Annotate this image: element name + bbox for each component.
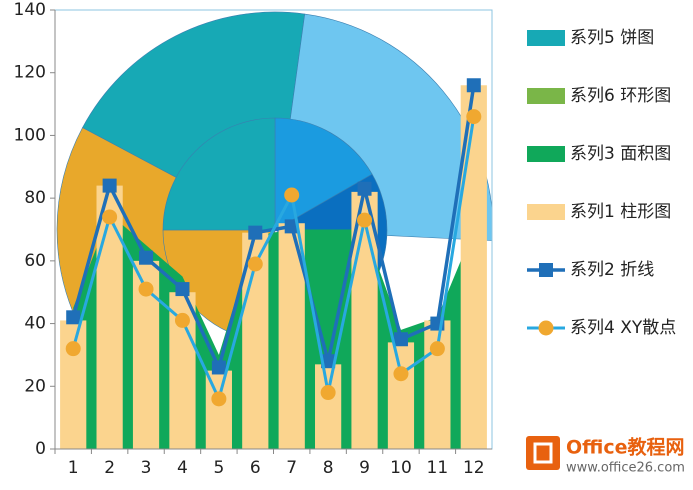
scatter-point: [357, 212, 373, 228]
y-tick-label: 120: [14, 63, 46, 83]
legend-label: 系列2 折线: [570, 260, 654, 280]
scatter-point: [174, 312, 190, 328]
legend-label: 系列4 XY散点: [570, 318, 676, 338]
legend-label: 系列5 饼图: [570, 28, 654, 48]
x-tick-label: 11: [427, 458, 449, 478]
scatter-point: [466, 109, 482, 125]
scatter-point: [138, 281, 154, 297]
scatter-point: [284, 187, 300, 203]
y-tick-label: 100: [14, 125, 46, 145]
line-marker: [357, 181, 372, 196]
y-tick-label: 40: [24, 314, 46, 334]
bar: [387, 342, 415, 449]
watermark-icon-mark: [533, 442, 553, 464]
x-tick-label: 7: [286, 458, 297, 478]
line-marker: [321, 354, 336, 369]
y-tick-label: 140: [14, 0, 46, 20]
plot-area: [56, 11, 492, 449]
legend-swatch: [527, 146, 565, 162]
line-marker: [102, 178, 117, 193]
x-tick-label: 3: [141, 458, 152, 478]
legend-label: 系列3 面积图: [570, 144, 671, 164]
x-tick-label: 10: [390, 458, 412, 478]
scatter-point: [65, 341, 81, 357]
watermark-title: Office教程网: [566, 436, 685, 459]
y-tick-label: 60: [24, 251, 46, 271]
scatter-point: [102, 209, 118, 225]
legend-swatch: [527, 30, 565, 46]
scatter-point: [429, 341, 445, 357]
line-marker: [211, 360, 226, 375]
line-marker: [248, 225, 263, 240]
scatter-point: [320, 385, 336, 401]
scatter-point: [211, 391, 227, 407]
line-marker: [466, 78, 481, 93]
y-tick-label: 80: [24, 188, 46, 208]
legend-swatch: [527, 204, 565, 220]
x-tick-label: 5: [213, 458, 224, 478]
line-marker: [139, 250, 154, 265]
y-tick-label: 20: [24, 376, 46, 396]
legend-label: 系列1 柱形图: [570, 202, 671, 222]
x-tick-label: 1: [68, 458, 79, 478]
legend-swatch-marker: [539, 263, 553, 277]
bar: [60, 320, 87, 449]
line-marker: [66, 310, 81, 325]
x-tick-label: 8: [323, 458, 334, 478]
bar: [205, 370, 232, 449]
slice: [162, 117, 276, 231]
x-tick-label: 4: [177, 458, 188, 478]
watermark-icon: [526, 436, 560, 470]
legend-label: 系列6 环形图: [570, 86, 671, 106]
x-tick-label: 2: [104, 458, 115, 478]
watermark: Office教程网 www.office26.com: [526, 436, 685, 476]
legend-swatch: [527, 88, 565, 104]
line-marker: [393, 332, 408, 347]
scatter-point: [247, 256, 263, 272]
x-tick-label: 6: [250, 458, 261, 478]
line-marker: [175, 282, 190, 297]
legend-swatch-marker: [538, 320, 554, 336]
watermark-url: www.office26.com: [566, 461, 685, 476]
bar: [96, 185, 123, 449]
x-tick-label: 12: [463, 458, 485, 478]
y-tick-label: 0: [35, 439, 46, 459]
x-tick-label: 9: [359, 458, 370, 478]
line-marker: [284, 219, 299, 234]
scatter-point: [393, 366, 409, 382]
bar: [315, 364, 342, 449]
